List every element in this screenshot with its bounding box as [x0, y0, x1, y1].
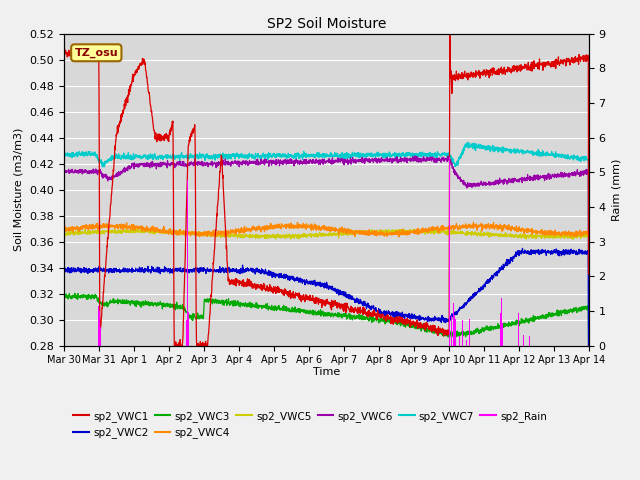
Title: SP2 Soil Moisture: SP2 Soil Moisture	[267, 17, 386, 31]
Text: TZ_osu: TZ_osu	[74, 48, 118, 58]
Legend: sp2_VWC1, sp2_VWC2, sp2_VWC3, sp2_VWC4, sp2_VWC5, sp2_VWC6, sp2_VWC7, sp2_Rain: sp2_VWC1, sp2_VWC2, sp2_VWC3, sp2_VWC4, …	[69, 407, 551, 443]
Y-axis label: Raim (mm): Raim (mm)	[611, 158, 621, 221]
Y-axis label: Soil Moisture (m3/m3): Soil Moisture (m3/m3)	[14, 128, 24, 252]
X-axis label: Time: Time	[313, 367, 340, 377]
